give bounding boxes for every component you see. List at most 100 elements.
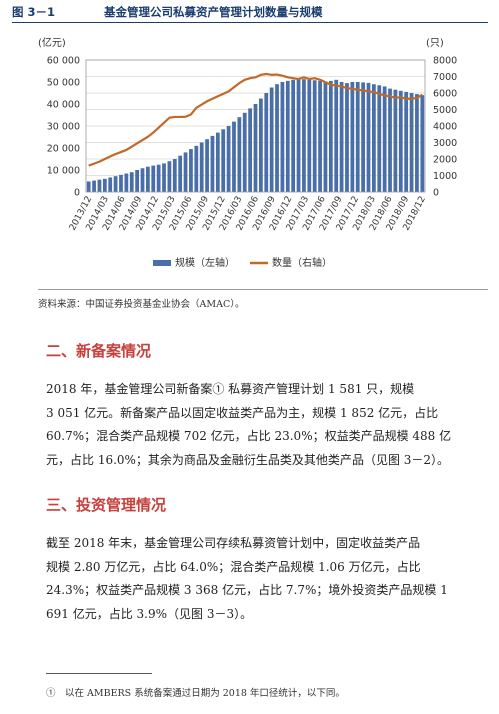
bar <box>140 168 145 192</box>
bar <box>145 166 150 192</box>
section-paragraph-new-filing: 2018 年，基金管理公司新备案① 私募资产管理计划 1 581 只，规模 3 … <box>46 378 486 472</box>
bar <box>215 132 220 192</box>
figure-source-note: 资料来源：中国证券投资基金业协会（AMAC）。 <box>38 289 488 310</box>
left-tick-label: 30 000 <box>47 122 80 133</box>
bar <box>119 174 123 192</box>
bar <box>205 139 209 192</box>
bar <box>135 170 140 192</box>
bar <box>361 82 366 192</box>
bar <box>334 79 339 192</box>
legend-label-bar: 规模（左轴） <box>175 256 235 269</box>
bar <box>371 84 376 192</box>
paragraph-line: 2018 年，基金管理公司新备案① 私募资产管理计划 1 581 只，规模 <box>46 382 415 396</box>
bar <box>393 89 398 192</box>
bar <box>194 145 199 192</box>
bar <box>345 83 349 192</box>
bar <box>102 178 107 192</box>
bar <box>275 84 279 192</box>
bar <box>129 172 134 192</box>
bar <box>108 177 113 192</box>
left-tick-label: 60 000 <box>47 56 80 67</box>
right-tick-label: 2000 <box>433 155 457 166</box>
bar <box>124 173 129 192</box>
left-tick-label: 20 000 <box>47 144 80 155</box>
bar <box>167 161 172 192</box>
right-tick-label: 3000 <box>433 138 457 149</box>
paragraph-line: 截至 2018 年末，基金管理公司存续私募资管计划中，固定收益类产品 <box>46 536 421 550</box>
bar <box>388 88 392 192</box>
bar <box>178 155 183 192</box>
bar <box>280 82 285 192</box>
bar <box>248 108 253 192</box>
bar <box>113 176 118 192</box>
bar <box>382 86 387 192</box>
bar <box>296 79 301 192</box>
bar <box>151 165 156 192</box>
bar <box>328 80 333 192</box>
bar <box>339 82 344 192</box>
legend-label-line: 数量（右轴） <box>272 256 332 269</box>
combo-chart: 0 1000 2000 3000 4000 5000 6000 7000 8000 0 10 000… <box>38 36 457 269</box>
bar <box>189 149 193 192</box>
count-line <box>88 72 423 167</box>
right-tick-label: 8000 <box>433 56 457 67</box>
bar <box>291 79 296 192</box>
bar <box>409 93 414 192</box>
bar <box>199 142 204 192</box>
paragraph-line: 60.7%；混合类产品规模 702 亿元，占比 23.0%；权益类产品规模 48… <box>46 429 452 443</box>
bar <box>92 180 96 192</box>
bar <box>253 104 258 192</box>
bar <box>232 121 236 192</box>
bar <box>269 87 274 192</box>
bar <box>86 181 91 192</box>
left-tick-label: 10 000 <box>47 166 80 177</box>
right-tick-label: 6000 <box>433 89 457 100</box>
legend-swatch-bar <box>153 260 171 266</box>
left-tick-label: 50 000 <box>47 78 80 89</box>
right-tick-label: 4000 <box>433 122 457 133</box>
bar <box>318 80 322 192</box>
bar <box>258 98 263 192</box>
bar <box>404 91 409 192</box>
bar <box>302 79 306 192</box>
section-heading-investment-management: 三、投资管理情况 <box>46 496 167 514</box>
plot-frame <box>85 59 426 193</box>
bar <box>366 82 371 192</box>
bar <box>237 117 242 192</box>
bar <box>221 129 226 192</box>
bar <box>323 81 328 192</box>
bar <box>242 112 247 192</box>
chart-legend: 规模（左轴） 数量（右轴） <box>153 256 332 269</box>
paragraph-line: 元，占比 16.0%；其余为商品及金融衍生品类及其他类产品（见图 3－2）。 <box>46 452 450 467</box>
bar <box>156 164 161 192</box>
section-paragraph-investment-management: 截至 2018 年末，基金管理公司存续私募资管计划中，固定收益类产品 规模 2.… <box>46 532 486 626</box>
left-tick-label: 0 <box>74 188 80 199</box>
footnote-divider <box>46 673 152 674</box>
bar <box>307 79 312 192</box>
bar <box>398 90 403 192</box>
right-tick-label: 1000 <box>433 171 457 182</box>
left-axis-unit: (亿元) <box>38 36 66 49</box>
figure-number: 图 3－1 <box>12 5 56 19</box>
right-tick-label: 0 <box>433 188 439 199</box>
footnote: ① 以在 AMBERS 系统备案通过日期为 2018 年口径统计，以下同。 <box>46 688 345 699</box>
bar <box>172 159 177 192</box>
bar <box>377 85 382 192</box>
bar <box>264 93 269 192</box>
figure-title: 基金管理公司私募资产管理计划数量与规模 <box>104 5 323 19</box>
bar <box>355 82 360 192</box>
right-tick-label: 5000 <box>433 105 457 116</box>
bar <box>97 179 102 192</box>
paragraph-line: 规模 2.80 万亿元，占比 64.0%；混合类产品规模 1.06 万亿元，占比 <box>46 559 421 574</box>
bar <box>420 95 425 192</box>
paragraph-line: 691 亿元，占比 3.9%（见图 3－3）。 <box>46 606 253 621</box>
bar-series <box>86 79 425 192</box>
bar <box>210 135 215 192</box>
bar <box>162 163 166 192</box>
bar <box>285 80 290 192</box>
bar <box>312 80 317 192</box>
figure-title-bar: 图 3－1 基金管理公司私募资产管理计划数量与规模 <box>12 2 488 23</box>
right-tick-label: 7000 <box>433 72 457 83</box>
bar <box>415 94 419 192</box>
paragraph-line: 24.3%；权益类产品规模 3 368 亿元，占比 7.7%；境外投资类产品规模… <box>46 583 448 597</box>
